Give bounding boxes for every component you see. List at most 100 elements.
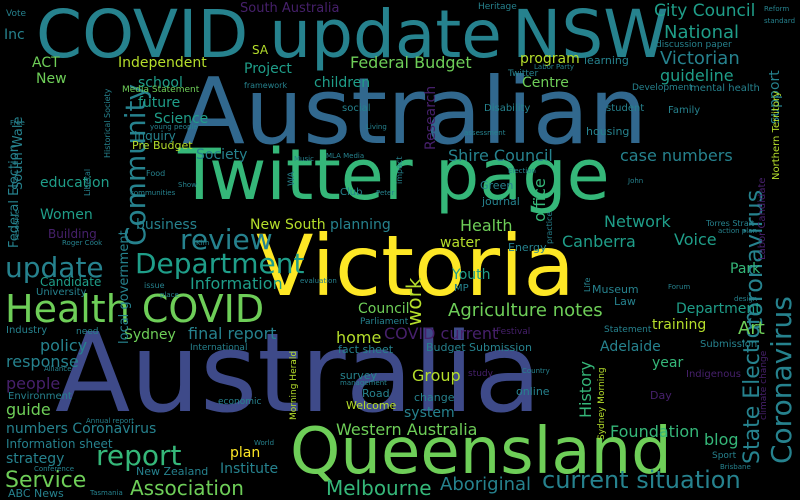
word-home: home	[336, 328, 382, 347]
word-business: business	[136, 217, 198, 233]
word-issue: issue	[144, 281, 165, 290]
word-service: Service	[5, 468, 87, 493]
word-learning: learning	[584, 54, 629, 67]
word-centre: Centre	[522, 75, 569, 91]
word-country: Country	[522, 367, 550, 375]
word-adelaide: Adelaide	[600, 339, 661, 355]
word-labor-candidate: Labor Candidate	[757, 177, 768, 260]
word-building: Building	[48, 227, 97, 241]
word-foundation: Foundation	[610, 422, 700, 441]
word-case-numbers: case numbers	[620, 146, 733, 165]
word-online: online	[516, 385, 550, 398]
word-blog: blog	[704, 430, 739, 449]
word-statement: Statement	[604, 325, 652, 335]
word-department-main: Department	[135, 247, 305, 280]
word-history: History	[576, 361, 595, 418]
word-museum: Museum	[592, 283, 639, 296]
word-education: education	[40, 175, 110, 191]
word-people: people	[6, 374, 61, 393]
word-south-australia: South Australia	[240, 1, 340, 16]
word-management: management	[340, 379, 387, 387]
word-discussion-paper: discussion paper	[656, 40, 732, 50]
word-conference: Conference	[34, 465, 75, 473]
word-economic: economic	[218, 397, 262, 407]
word-annual-report: Annual report	[86, 417, 134, 425]
word-roger-cook: Roger Cook	[62, 239, 103, 247]
word-fact-sheet: fact sheet	[338, 343, 394, 356]
word-local-government: local government	[117, 230, 132, 344]
word-new-south: New South	[250, 217, 326, 233]
word-reform: Reform	[764, 5, 790, 13]
word-liberal: Liberal	[83, 168, 92, 196]
word-design: design	[734, 295, 758, 303]
word-new: New	[36, 71, 67, 87]
word-water: water	[440, 235, 480, 251]
word-need: need	[76, 327, 99, 337]
word-report: report	[96, 439, 182, 472]
word-election: Election	[508, 167, 536, 175]
word-shire-council: Shire Council	[448, 146, 553, 165]
word-australia: Australia	[55, 309, 542, 437]
word-victorian: Victorian	[660, 48, 740, 69]
word-family: Family	[668, 105, 701, 116]
word-peter: Peter	[376, 189, 395, 197]
word-south-wale: South Wale	[11, 116, 26, 190]
word-covid-update: COVID update	[36, 0, 502, 73]
word-disability: Disability	[484, 103, 531, 114]
word-nsw: NSW	[512, 0, 669, 73]
word-historical-society: Historical Society	[103, 88, 112, 158]
word-parliament: Parliament	[360, 317, 409, 327]
word-morning-herald: Morning Herald	[289, 350, 299, 420]
word-free: Free	[10, 119, 25, 127]
word-year: year	[652, 355, 684, 371]
word-forum: Forum	[668, 283, 691, 291]
word-youth: Youth	[452, 267, 491, 283]
word-agriculture-notes: Agriculture notes	[448, 300, 603, 321]
word-survey: survey	[340, 369, 378, 382]
word-climate-change: climate change	[759, 350, 769, 420]
word-institute: Institute	[220, 461, 279, 477]
word-vote: Vote	[6, 9, 27, 19]
word-health: Health	[460, 216, 513, 235]
word-day: Day	[650, 389, 672, 402]
word-mp: MP	[454, 283, 469, 294]
word-training: training	[652, 317, 707, 333]
word-food: Food	[146, 169, 166, 178]
word-guideline: guideline	[660, 66, 734, 85]
word-twitter-page: Twitter page	[178, 134, 610, 216]
word-pre-budget: Pre Budget	[132, 139, 193, 152]
word-music: Music	[294, 155, 314, 163]
word-young-people: young people	[150, 123, 198, 131]
word-queensland: Queensland	[290, 415, 672, 489]
word-mental-health: mental health	[690, 83, 760, 94]
word-review: review	[180, 223, 273, 256]
word-study: study	[468, 369, 493, 379]
word-program: program	[520, 51, 580, 67]
word-policy: policy	[40, 336, 88, 355]
word-association: Association	[130, 476, 244, 500]
word-tasmania: Tasmania	[90, 489, 123, 497]
word-plan: plan	[230, 445, 261, 461]
word-planning: planning	[330, 217, 391, 233]
word-energy: Energy	[508, 241, 547, 254]
word-inquiry: Inquiry	[134, 129, 176, 143]
word-international: International	[190, 343, 248, 353]
word-john: John	[628, 177, 644, 185]
word-student: student	[606, 103, 645, 114]
word-school: school	[138, 75, 183, 91]
word-university: University	[36, 287, 87, 298]
word-kim: Kim	[196, 239, 210, 247]
word-impact: impact	[395, 156, 404, 184]
word-information-sheet: Information sheet	[6, 437, 113, 451]
word-green: Green	[480, 179, 514, 192]
word-torres-strait: Torres Strait	[706, 219, 755, 228]
word-evaluation: evaluation	[300, 277, 337, 285]
word-change: change	[414, 391, 455, 404]
word-alliance: Alliance	[44, 365, 72, 373]
word-social: social	[342, 103, 371, 114]
word-submission: Submission	[700, 339, 758, 350]
word-place: place	[160, 291, 179, 299]
word-environment: Environment	[8, 391, 72, 402]
word-final-report: final report	[188, 324, 277, 343]
